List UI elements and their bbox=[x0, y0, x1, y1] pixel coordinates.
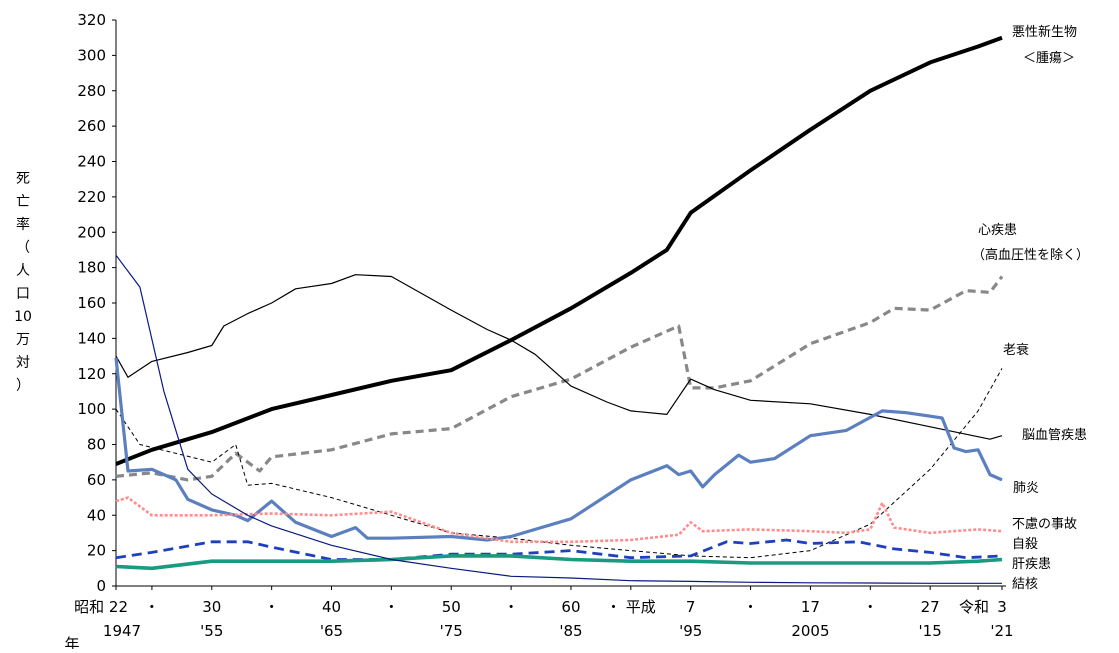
series-label: 不慮の事故 bbox=[1012, 517, 1077, 532]
x-tick-label-top: ・ bbox=[743, 598, 758, 616]
x-tick-label-top: ・ bbox=[863, 598, 878, 616]
series-label: 結核 bbox=[1012, 577, 1038, 592]
x-tick-label-top: 27 bbox=[921, 598, 940, 616]
y-axis-label-char: 万 bbox=[16, 332, 30, 348]
series-lines bbox=[114, 35, 1004, 584]
x-tick-label-bottom: '95 bbox=[679, 622, 702, 640]
x-tick-label-bottom: '85 bbox=[559, 622, 582, 640]
x-tick-label-top: 3 bbox=[997, 598, 1007, 616]
series-labels: 悪性新生物 ＜腫瘍＞ 心疾患 （高血圧性を除く） 老衰脳血管疾患肺炎不慮の事故自殺肝疾患… bbox=[972, 24, 1089, 592]
series-label: （高血圧性を除く） bbox=[972, 247, 1089, 263]
series-label: 心疾患 bbox=[978, 223, 1017, 238]
x-tick-label-top: ・ 平成 bbox=[606, 598, 656, 616]
y-tick-label: 300 bbox=[77, 46, 106, 64]
x-tick-label-top: 令和 bbox=[959, 598, 989, 616]
y-tick-label: 240 bbox=[77, 153, 106, 171]
y-tick-label: 120 bbox=[77, 365, 106, 383]
series-line bbox=[115, 554, 1003, 571]
x-tick-label-bottom: '75 bbox=[440, 622, 463, 640]
series-line bbox=[114, 357, 1003, 542]
x-tick-label-top: ・ bbox=[264, 598, 279, 616]
y-tick-label: 40 bbox=[87, 506, 106, 524]
x-tick-label-top: 50 bbox=[442, 598, 461, 616]
series-line bbox=[115, 538, 1003, 561]
series-label: 老衰 bbox=[1003, 342, 1029, 358]
x-tick-label-top: 40 bbox=[322, 598, 341, 616]
series-label: 肺炎 bbox=[1013, 481, 1039, 496]
x-axis-label: 年 bbox=[64, 635, 79, 649]
y-axis-label-char: 率 bbox=[16, 216, 30, 233]
y-axis-label-char: 10 bbox=[14, 309, 32, 325]
y-axis-label-char: 人 bbox=[16, 263, 30, 279]
x-tick-label-top: 30 bbox=[202, 598, 221, 616]
series-label: 脳血管疾患 bbox=[1022, 428, 1087, 443]
series-label: 肝疾患 bbox=[1012, 557, 1051, 572]
axes: 0 20 40 60 80 100 120 140 160 180 200 220 240 260 280 3… bbox=[14, 11, 1014, 653]
series-line bbox=[115, 274, 1003, 440]
y-tick-label: 180 bbox=[77, 259, 106, 277]
x-tick-label-top: 7 bbox=[686, 598, 696, 616]
y-tick-label: 60 bbox=[87, 471, 106, 489]
series-line bbox=[115, 275, 1004, 482]
y-tick-label: 260 bbox=[77, 117, 106, 135]
x-tick-label-top: ・ bbox=[144, 598, 159, 616]
series-line bbox=[115, 35, 1003, 466]
x-tick-label-top: ・ bbox=[384, 598, 399, 616]
y-tick-label: 20 bbox=[87, 542, 106, 560]
x-tick-label-bottom: '65 bbox=[320, 622, 343, 640]
x-tick-label-top: ・ bbox=[504, 598, 519, 616]
y-tick-label: 320 bbox=[77, 11, 106, 29]
y-axis-label-char: 対 bbox=[16, 355, 30, 371]
x-tick-label-top: 17 bbox=[801, 598, 820, 616]
x-tick-label-bottom: '15 bbox=[919, 622, 942, 640]
series-label: 悪性新生物 bbox=[1012, 24, 1077, 40]
y-axis-label-char: 死 bbox=[16, 171, 30, 187]
y-tick-label: 80 bbox=[87, 436, 106, 454]
series-label: 自殺 bbox=[1012, 537, 1038, 552]
y-tick-label: 160 bbox=[77, 294, 106, 312]
series-line bbox=[115, 496, 1003, 544]
x-tick-label-top: 60 bbox=[561, 598, 580, 616]
series-label: ＜腫瘍＞ bbox=[1023, 50, 1075, 66]
x-tick-label-bottom: 1947 bbox=[103, 622, 141, 640]
y-tick-label: 0 bbox=[96, 577, 106, 595]
x-tick-label-bottom: '55 bbox=[200, 622, 223, 640]
x-tick-label-bottom: '21 bbox=[990, 622, 1013, 640]
y-tick-label: 140 bbox=[77, 329, 106, 347]
y-axis-label-char: 口 bbox=[16, 286, 30, 302]
y-tick-label: 200 bbox=[77, 223, 106, 241]
y-axis-label-char: ） bbox=[16, 378, 30, 394]
y-axis-label-char: 亡 bbox=[16, 194, 30, 210]
x-tick-label-bottom: 2005 bbox=[791, 622, 829, 640]
x-tick-label-top: 昭和 22 bbox=[74, 598, 128, 616]
y-tick-label: 280 bbox=[77, 82, 106, 100]
y-tick-label: 100 bbox=[77, 400, 106, 418]
series-line bbox=[115, 254, 1002, 584]
y-tick-label: 220 bbox=[77, 188, 106, 206]
y-axis-label-char: （ bbox=[16, 240, 30, 256]
